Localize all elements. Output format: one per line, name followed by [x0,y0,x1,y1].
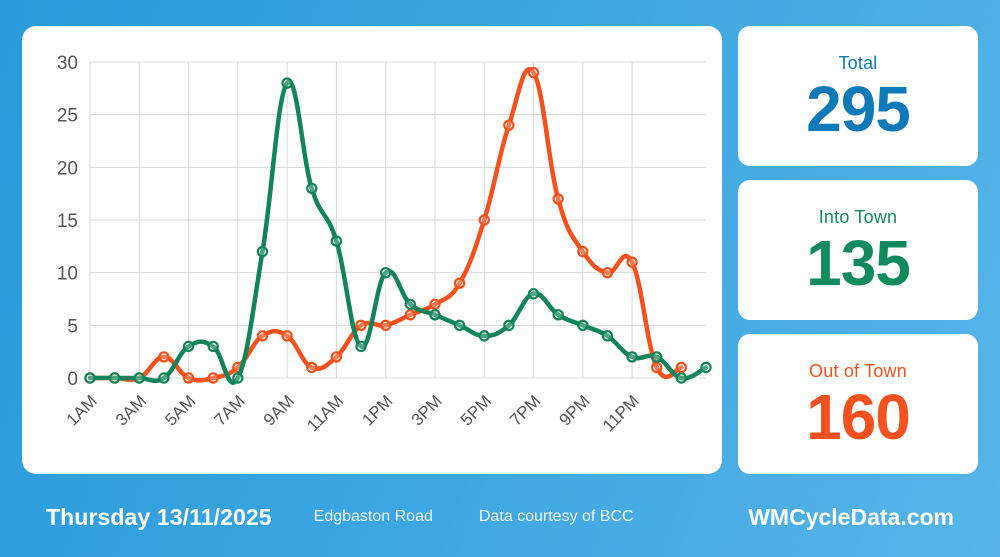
into-town-point [700,361,712,374]
into-town-line [87,79,709,385]
into-town-point [232,372,244,384]
x-axis-tick-label: 3PM [408,391,446,429]
footer-brand: WMCycleData.com [748,503,954,530]
stat-card-total: Total 295 [738,26,978,166]
into-town-point [453,319,466,332]
out-of-town-point [379,319,392,332]
out-of-town-point [429,298,441,310]
into-town-point [108,372,121,384]
out-of-town-point [626,256,638,268]
stats-column: Total 295 Into Town 135 Out of Town 160 [738,26,978,481]
out-of-town-point [330,351,343,363]
x-axis-tick-label: 1AM [63,391,101,429]
out-of-town-point [306,361,318,374]
dashboard-body: 0 5 10 15 20 25 30 1AM 3AM 5AM 7AM 9AM 11AM 1PM 3PM 5PM… [22,26,978,481]
out-of-town-point [577,245,589,258]
x-axis-tick-label: 1PM [358,391,396,429]
x-axis-tick-label: 3AM [112,391,150,429]
into-town-point [651,351,663,363]
x-axis-tick-label: 11AM [303,391,347,435]
stat-value-out-of-town: 160 [806,380,911,453]
y-axis-tick-label: 30 [57,53,78,74]
x-axis-tick-label: 7AM [211,391,249,429]
out-of-town-point [256,330,269,342]
into-town-point [281,77,293,89]
x-axis-tick-label: 9AM [260,391,298,429]
stat-label-total: Total [838,52,878,73]
out-of-town-point [478,214,490,226]
into-town-point [256,245,269,258]
y-axis-tick-label: 5 [67,316,78,337]
into-town-point [601,330,614,342]
x-axis-tick-label: 5PM [457,391,495,429]
into-town-point [577,319,589,332]
chart-card: 0 5 10 15 20 25 30 1AM 3AM 5AM 7AM 9AM 11AM 1PM 3PM 5PM… [22,26,722,474]
stat-card-into-town: Into Town 135 [738,180,978,320]
x-axis-tick-label: 5AM [161,391,199,429]
into-town-point [355,340,367,353]
y-axis-tick-label: 20 [57,158,78,179]
into-town-point [404,298,417,310]
into-town-point [478,330,490,342]
into-town-point [527,288,540,300]
footer-date: Thursday 13/11/2025 [46,503,272,530]
into-town-point [207,340,219,353]
into-town-point [306,182,318,195]
cycle-count-line-chart: 0 5 10 15 20 25 30 1AM 3AM 5AM 7AM 9AM 11AM 1PM 3PM 5PM… [57,53,712,435]
footer-credit: Data courtesy of BCC [478,508,634,525]
into-town-point [626,351,638,363]
out-of-town-point [651,361,663,374]
out-of-town-point [281,330,293,342]
out-of-town-point [527,66,540,79]
out-of-town-point [182,372,195,384]
out-of-town-point [453,277,466,289]
y-axis-tick-label: 25 [57,106,78,127]
out-of-town-point [404,309,417,321]
y-axis-tick-label: 10 [57,264,78,285]
x-axis-tick-label: 11PM [599,391,643,435]
into-town-point [330,235,343,247]
out-of-town-point [675,361,688,374]
stat-label-into-town: Into Town [818,206,898,227]
x-axis-tick-label: 7PM [506,391,544,429]
y-axis-tick-label: 15 [57,211,78,232]
into-town-point [182,340,195,353]
into-town-point [133,372,145,384]
out-of-town-point [158,351,170,363]
into-town-point [552,309,564,321]
footer: Thursday 13/11/2025 Edgbaston Road Data … [22,481,978,553]
stat-card-out-of-town: Out of Town 160 [738,334,978,474]
out-of-town-point [355,319,367,332]
into-town-point [84,372,96,384]
out-of-town-point [503,119,515,131]
out-of-town-point [552,193,564,205]
into-town-point [379,266,392,279]
out-of-town-point [207,372,219,384]
footer-location: Edgbaston Road [313,508,433,525]
into-town-point [675,372,688,384]
into-town-point [158,372,170,384]
out-of-town-point [601,266,614,279]
x-axis-tick-label: 9PM [555,391,593,429]
y-axis-tick-label: 0 [67,369,78,390]
into-town-point [503,319,515,332]
stat-label-out-of-town: Out of Town [809,360,907,381]
into-town-point [429,309,441,321]
stat-value-total: 295 [806,72,911,145]
stat-value-into-town: 135 [806,226,911,299]
